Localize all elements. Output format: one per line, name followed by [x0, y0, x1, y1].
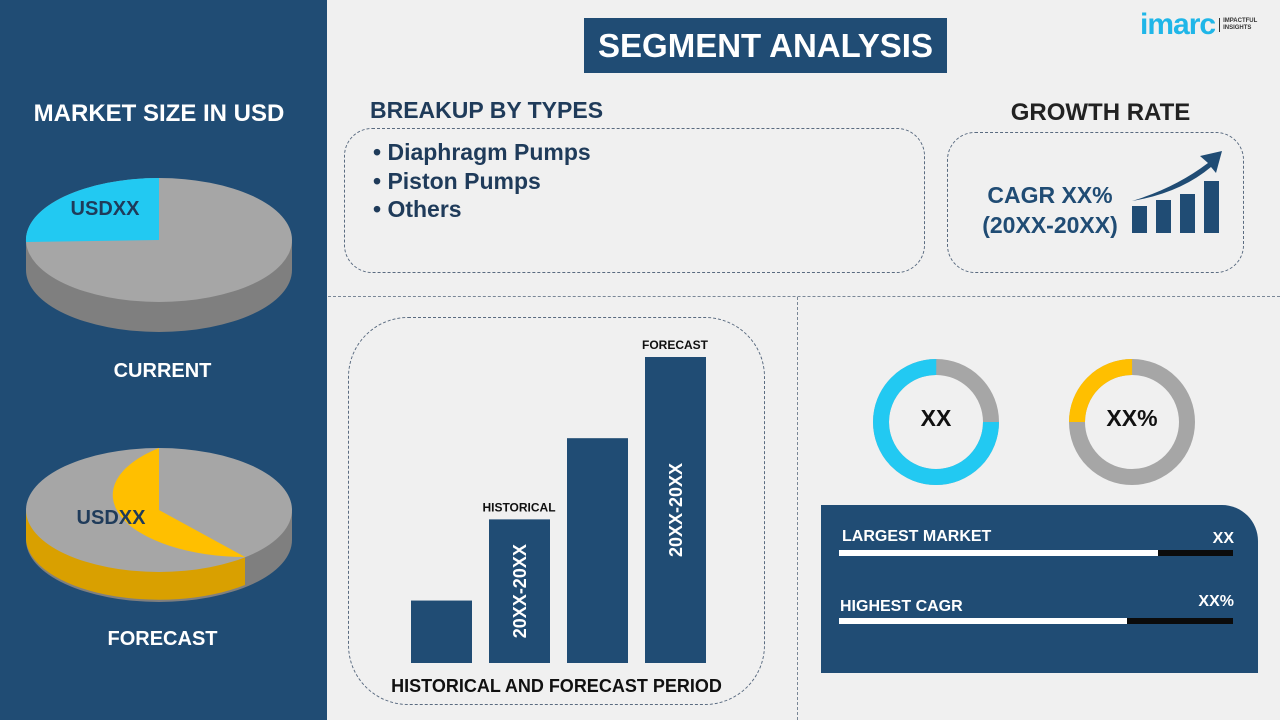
type-item: • Diaphragm Pumps [373, 139, 591, 165]
forecast-pie [26, 448, 292, 602]
donut-segment [1069, 359, 1195, 485]
kpi-value: XX% [1198, 593, 1234, 610]
kpi-progress [839, 550, 1233, 556]
imarc-logo: imarc IMPACTFUL INSIGHTS [1140, 8, 1259, 42]
logo-text: imarc [1140, 8, 1216, 41]
growth-heading: GROWTH RATE [1010, 99, 1191, 126]
logo-tagline: IMPACTFUL INSIGHTS [1219, 18, 1259, 32]
forecast-value: USDXX [76, 507, 146, 529]
kpi-label: HIGHEST CAGR [840, 598, 963, 615]
cagr-text: CAGR XX% (20XX-20XX) [970, 180, 1130, 240]
chart-bar [489, 519, 550, 663]
page-title: SEGMENT ANALYSIS [584, 18, 947, 73]
current-label: CURRENT [113, 360, 212, 382]
donut-segment [873, 359, 999, 485]
bar-chart-box [348, 317, 765, 705]
chart-bar [567, 438, 628, 663]
bar-label: 20XX-20XX [666, 463, 686, 557]
type-item: • Others [373, 196, 462, 222]
forecast-label: FORECAST [107, 628, 218, 650]
chart-bar [411, 600, 472, 663]
current-value: USDXX [70, 198, 140, 220]
pie-yellow-slice [112, 448, 245, 557]
chart-xlabel: HISTORICAL AND FORECAST PERIOD [391, 676, 722, 696]
cagr-value: CAGR XX% [987, 182, 1113, 208]
donut-label: XX [920, 405, 952, 431]
current-pie [25, 177, 292, 332]
divider [797, 297, 798, 720]
donut-charts [873, 359, 1195, 485]
breakup-heading: BREAKUP BY TYPES [370, 97, 604, 123]
donut-label: XX% [1106, 405, 1158, 431]
growth-box [947, 132, 1244, 273]
market-size-heading: MARKET SIZE IN USD [33, 100, 285, 127]
bar-chart: 20XX-20XX HISTORICAL 20XX-20XX FORECAST [411, 338, 709, 663]
kpi-value: XX [1212, 530, 1234, 547]
kpi-panel: LARGEST MARKET XX HIGHEST CAGR XX% [821, 505, 1258, 673]
chart-bar [645, 357, 706, 663]
growth-chart-icon [1132, 151, 1222, 233]
kpi-progress [839, 618, 1233, 624]
divider [328, 296, 1280, 297]
bar-annotation: HISTORICAL [482, 500, 555, 514]
bar-label: 20XX-20XX [510, 544, 530, 638]
breakup-box: • Diaphragm Pumps • Piston Pumps • Other… [344, 128, 925, 273]
kpi-label: LARGEST MARKET [842, 528, 992, 545]
type-item: • Piston Pumps [373, 167, 541, 194]
bar-annotation: FORECAST [642, 338, 709, 352]
cagr-period: (20XX-20XX) [982, 212, 1118, 238]
pie-cyan-slice [25, 177, 159, 242]
